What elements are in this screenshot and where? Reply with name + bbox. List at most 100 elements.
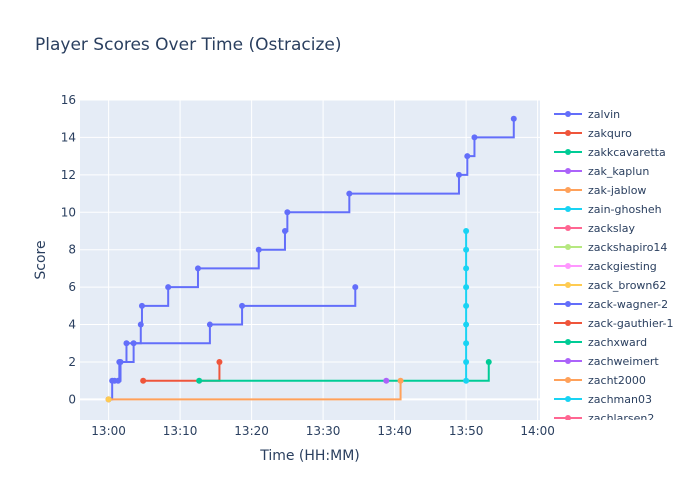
legend-item[interactable]: zack-gauthier-1 xyxy=(554,317,674,330)
legend-label: zack_brown62 xyxy=(588,279,666,292)
legend-label: zack-wagner-2 xyxy=(588,298,668,311)
axis-ticks: 0 2 4 6 8 10 12 14 16 13:00 13:10 13:20 13:30 13:40 13… xyxy=(61,93,555,438)
data-point xyxy=(352,284,359,291)
data-point xyxy=(138,302,145,309)
legend-label: zackshapiro14 xyxy=(588,241,667,254)
x-axis-title: Time (HH:MM) xyxy=(259,448,360,464)
data-point xyxy=(463,377,470,384)
data-point xyxy=(140,377,147,384)
y-tick-label: 4 xyxy=(68,318,76,332)
x-tick-label: 13:40 xyxy=(377,424,412,438)
x-tick-label: 13:00 xyxy=(91,424,126,438)
x-tick-label: 14:00 xyxy=(520,424,555,438)
series-zack_brown62 xyxy=(105,396,112,403)
series-line xyxy=(108,380,402,401)
legend-swatch-marker xyxy=(565,149,571,155)
legend-label: zackgiesting xyxy=(588,260,657,273)
data-point xyxy=(196,377,203,384)
x-tick-label: 13:10 xyxy=(163,424,198,438)
data-point xyxy=(206,321,213,328)
legend-label: zak-jablow xyxy=(588,184,646,197)
legend-label: zacht2000 xyxy=(588,374,646,387)
legend-item[interactable]: zackslay xyxy=(554,222,635,235)
data-point xyxy=(464,153,471,160)
legend-item[interactable]: zakquro xyxy=(554,127,632,140)
legend-item[interactable]: zackshapiro14 xyxy=(554,241,667,254)
legend-swatch-marker xyxy=(565,206,571,212)
data-point xyxy=(463,321,470,328)
legend-label: zakkcavaretta xyxy=(588,146,666,159)
legend-item[interactable]: zachlarsen2 xyxy=(554,412,654,425)
y-tick-label: 8 xyxy=(68,243,76,257)
data-point xyxy=(284,209,291,216)
legend-swatch-marker xyxy=(565,282,571,288)
legend-swatch-marker xyxy=(565,396,571,402)
plot-area xyxy=(80,100,540,420)
y-tick-label: 16 xyxy=(61,93,76,107)
x-tick-label: 13:50 xyxy=(449,424,484,438)
y-tick-label: 10 xyxy=(61,205,76,219)
legend-item[interactable]: zackgiesting xyxy=(554,260,657,273)
series-zain-ghosheh xyxy=(463,227,470,384)
chart-title: Player Scores Over Time (Ostracize) xyxy=(35,35,342,55)
legend-label: zakquro xyxy=(588,127,632,140)
legend-item[interactable]: zachman03 xyxy=(554,393,652,406)
legend-swatch-marker xyxy=(565,358,571,364)
legend-item[interactable]: zack-wagner-2 xyxy=(554,298,668,311)
x-tick-label: 13:20 xyxy=(234,424,269,438)
series-zack-wagner-2 xyxy=(111,284,359,384)
legend-item[interactable]: zain-ghosheh xyxy=(554,203,662,216)
legend-item[interactable]: zachweimert xyxy=(554,355,659,368)
x-tick-label: 13:30 xyxy=(306,424,341,438)
data-point xyxy=(383,377,390,384)
legend-swatch-marker xyxy=(565,263,571,269)
legend-items: zalvin zakquro zakkcavaretta zak_kaplun zak-… xyxy=(554,108,674,425)
data-point xyxy=(123,340,130,347)
data-point xyxy=(137,321,144,328)
data-point xyxy=(117,358,124,365)
data-point xyxy=(485,358,492,365)
legend-item[interactable]: zakkcavaretta xyxy=(554,146,666,159)
data-point xyxy=(105,396,112,403)
data-point xyxy=(165,284,172,291)
data-point xyxy=(463,358,470,365)
legend-item[interactable]: zachxward xyxy=(554,336,647,349)
data-point xyxy=(346,190,353,197)
legend-label: zachweimert xyxy=(588,355,659,368)
y-tick-label: 2 xyxy=(68,355,76,369)
data-point xyxy=(463,340,470,347)
data-point xyxy=(115,377,122,384)
legend-swatch-marker xyxy=(565,130,571,136)
legend-swatch-marker xyxy=(565,168,571,174)
series-zak_kaplun xyxy=(383,377,390,384)
legend-swatch-marker xyxy=(565,320,571,326)
legend-item[interactable]: zak_kaplun xyxy=(554,165,649,178)
data-point xyxy=(281,227,288,234)
y-axis-title: Score xyxy=(33,240,49,279)
data-point xyxy=(510,115,517,122)
legend-item[interactable]: zacht2000 xyxy=(554,374,646,387)
data-point xyxy=(463,284,470,291)
legend-label: zachxward xyxy=(588,336,647,349)
legend-label: zak_kaplun xyxy=(588,165,649,178)
legend-label: zalvin xyxy=(588,108,620,121)
legend-swatch-marker xyxy=(565,301,571,307)
legend-item[interactable]: zalvin xyxy=(554,108,620,121)
legend-item[interactable]: zack_brown62 xyxy=(554,279,666,292)
legend-label: zachman03 xyxy=(588,393,652,406)
data-point xyxy=(255,246,262,253)
legend[interactable]: zalvin zakquro zakkcavaretta zak_kaplun zak-… xyxy=(554,108,674,425)
data-point xyxy=(130,340,137,347)
legend-item[interactable]: zak-jablow xyxy=(554,184,646,197)
legend-label: zack-gauthier-1 xyxy=(588,317,674,330)
series-line xyxy=(199,361,490,382)
y-tick-label: 6 xyxy=(68,280,76,294)
data-point xyxy=(463,265,470,272)
data-point xyxy=(463,246,470,253)
legend-label: zackslay xyxy=(588,222,635,235)
series-layer xyxy=(105,115,517,403)
legend-swatch-marker xyxy=(565,415,571,420)
data-point xyxy=(455,171,462,178)
series-zakkcavaretta xyxy=(196,358,492,384)
